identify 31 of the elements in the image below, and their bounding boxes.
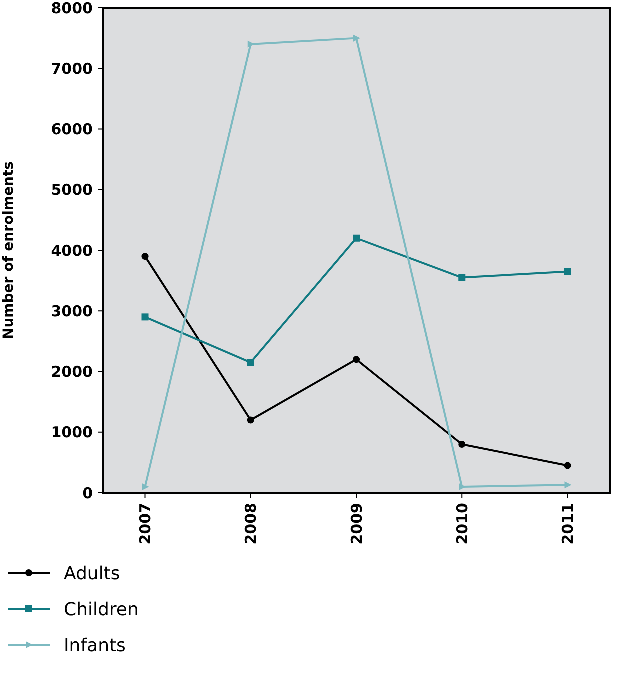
- point: [354, 34, 360, 42]
- point: [353, 234, 360, 242]
- point: [142, 314, 149, 321]
- y-tick-label: 6000: [51, 120, 93, 138]
- y-tick-label: 4000: [51, 242, 93, 260]
- legend-label: Adults: [64, 563, 120, 584]
- y-axis-title: Number of enrolments: [1, 161, 17, 340]
- y-tick-label: 0: [82, 484, 93, 502]
- y-tick-label: 7000: [51, 60, 93, 78]
- y-tick-label: 2000: [51, 363, 93, 381]
- point: [458, 274, 466, 282]
- point: [564, 462, 572, 470]
- x-tick-label: 2008: [242, 503, 260, 545]
- point: [458, 441, 466, 448]
- x-tick-label: 2010: [453, 503, 472, 545]
- x-tick-label: 2009: [348, 503, 366, 545]
- y-tick-label: 8000: [51, 0, 93, 18]
- legend-label: Children: [64, 599, 139, 620]
- legend-label: Infants: [64, 635, 126, 656]
- x-tick-label: 2007: [136, 503, 154, 545]
- point: [142, 483, 150, 490]
- y-tick-label: 5000: [51, 181, 93, 200]
- point: [247, 359, 254, 366]
- point: [353, 356, 360, 364]
- point: [564, 482, 572, 489]
- y-tick-label: 3000: [51, 302, 93, 320]
- y-tick-label: 1000: [51, 424, 93, 442]
- point: [247, 416, 254, 424]
- point: [142, 253, 149, 260]
- x-tick-label: 2011: [559, 503, 577, 545]
- point: [564, 268, 572, 276]
